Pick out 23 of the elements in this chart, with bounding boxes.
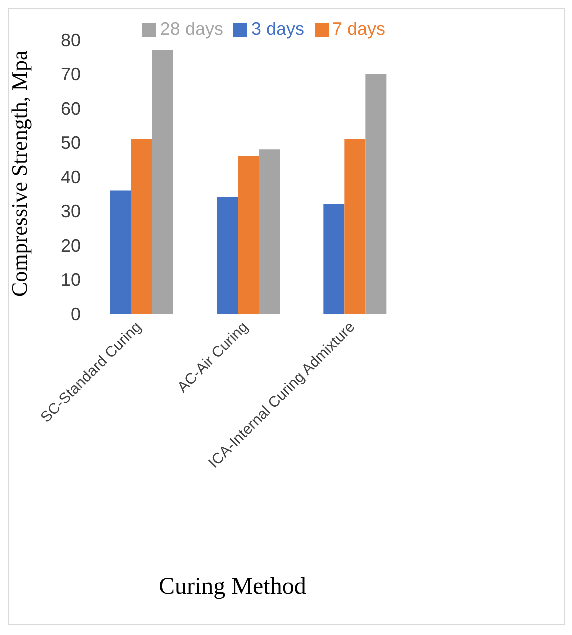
legend-label: 7 days xyxy=(332,19,386,39)
y-tick-label: 70 xyxy=(60,64,81,85)
y-tick-label: 60 xyxy=(60,98,81,119)
y-tick-label: 30 xyxy=(60,202,81,222)
bar xyxy=(131,139,152,314)
bar xyxy=(217,198,238,314)
bar xyxy=(238,156,259,314)
bar xyxy=(152,50,174,314)
bar xyxy=(366,74,387,314)
y-tick-label: 40 xyxy=(60,167,81,188)
y-tick-label: 80 xyxy=(60,30,81,50)
y-tick-label: 0 xyxy=(70,304,81,324)
bar xyxy=(344,139,366,314)
bar xyxy=(110,190,132,314)
legend-label: 28 days xyxy=(160,19,224,39)
bar xyxy=(324,204,345,314)
y-tick-label: 50 xyxy=(60,133,81,154)
legend-label: 3 days xyxy=(251,19,305,39)
y-tick-label: 10 xyxy=(60,270,81,290)
bar xyxy=(259,150,280,314)
y-axis-title: Compressive Strength, Mpa xyxy=(6,50,32,297)
y-tick-label: 20 xyxy=(60,236,81,256)
x-axis-title: Curing Method xyxy=(159,574,306,601)
